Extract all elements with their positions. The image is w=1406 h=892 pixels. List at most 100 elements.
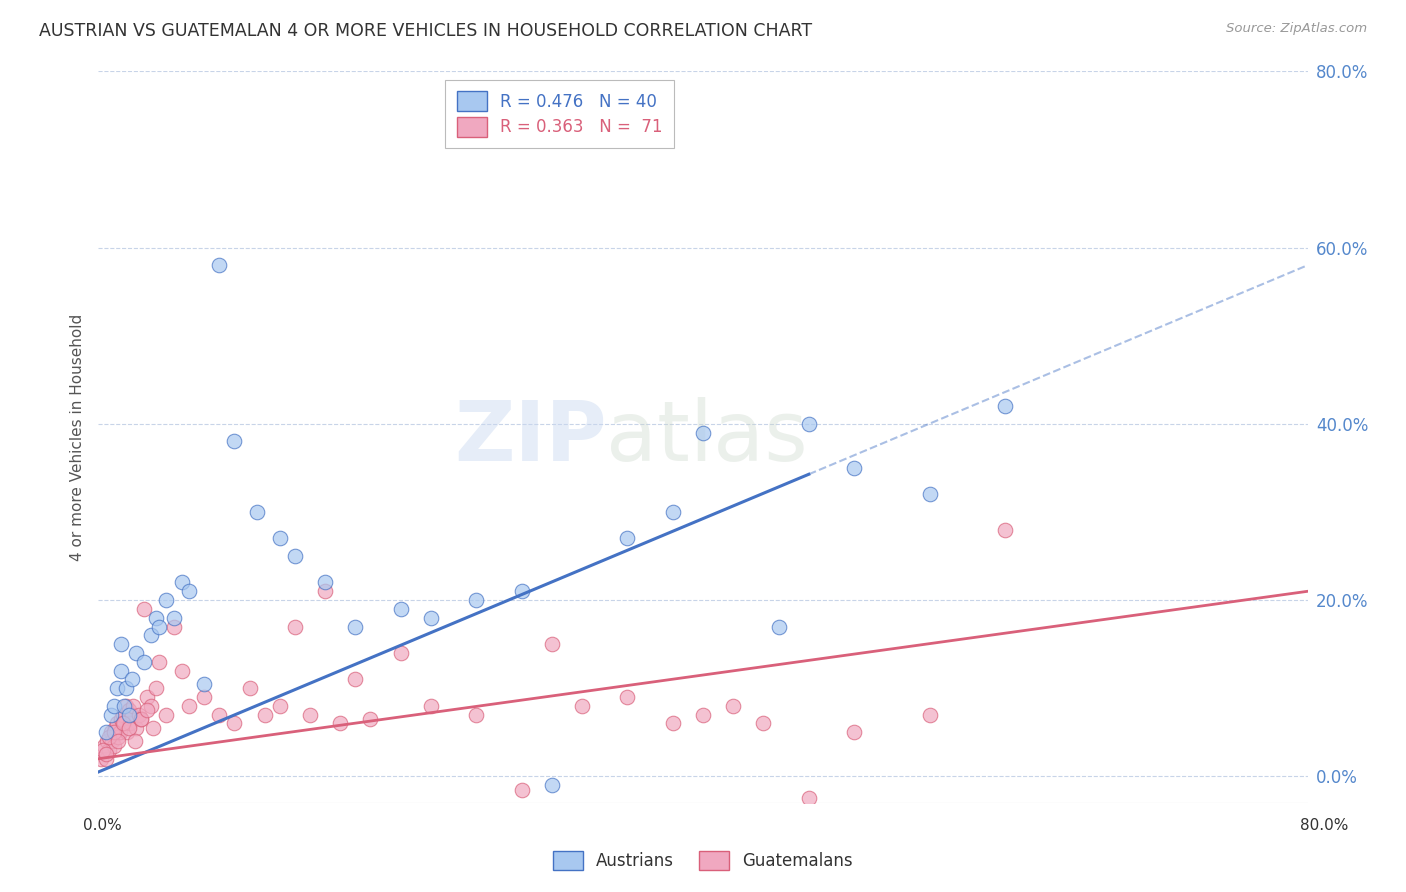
Point [125,646,148,660]
Point [224,434,246,449]
Point [105,681,128,696]
Point [224,716,246,731]
Point [93,739,115,753]
Point [844,725,866,739]
Point [163,619,186,633]
Point [114,698,136,713]
Point [170,664,193,678]
Point [155,707,177,722]
Text: Source: ZipAtlas.com: Source: ZipAtlas.com [1226,22,1367,36]
Point [269,698,291,713]
Point [132,655,155,669]
Point [118,721,141,735]
Point [129,712,152,726]
Point [90,752,112,766]
Point [148,619,170,633]
Point [284,619,307,633]
Point [145,611,167,625]
Point [129,712,152,726]
Point [115,725,138,739]
Point [145,681,167,696]
Point [571,698,593,713]
Text: atlas: atlas [606,397,808,477]
Point [329,716,352,731]
Point [94,725,117,739]
Point [98,743,121,757]
Point [101,734,124,748]
Point [239,681,262,696]
Point [91,743,114,757]
Text: 0.0%: 0.0% [83,818,122,832]
Point [918,487,941,501]
Point [112,698,135,713]
Point [692,707,714,722]
Point [314,584,336,599]
Point [98,730,121,744]
Point [141,628,163,642]
Point [344,619,367,633]
Point [208,258,231,272]
Point [994,523,1017,537]
Point [118,703,141,717]
Point [797,417,820,431]
Point [103,698,125,713]
Point [110,712,132,726]
Point [208,707,231,722]
Point [107,734,129,748]
Point [918,707,941,722]
Point [253,707,276,722]
Point [128,707,150,722]
Y-axis label: 4 or more Vehicles in Household: 4 or more Vehicles in Household [69,313,84,561]
Point [193,690,215,704]
Point [103,739,125,753]
Point [155,593,177,607]
Point [314,575,336,590]
Point [752,716,775,731]
Point [616,532,638,546]
Point [96,734,118,748]
Point [661,716,683,731]
Point [107,730,129,744]
Point [110,637,132,651]
Point [540,637,562,651]
Point [108,725,131,739]
Point [124,734,146,748]
Text: ZIP: ZIP [454,397,606,477]
Point [344,673,367,687]
Point [193,677,215,691]
Point [420,611,443,625]
Point [105,716,128,731]
Point [100,725,122,739]
Point [94,747,117,762]
Point [94,752,117,766]
Point [148,655,170,669]
Point [510,584,533,599]
Point [104,721,127,735]
Point [114,681,136,696]
Point [135,690,157,704]
Point [179,698,201,713]
Point [125,721,148,735]
Point [135,703,157,717]
Point [246,505,269,519]
Point [269,532,291,546]
Point [299,707,322,722]
Point [360,712,382,726]
Point [768,619,790,633]
Point [510,782,533,797]
Point [797,791,820,805]
Point [723,698,745,713]
Point [844,461,866,475]
Point [121,707,143,722]
Point [994,399,1017,413]
Point [284,549,307,563]
Point [111,707,134,722]
Point [540,778,562,792]
Point [100,707,122,722]
Point [692,425,714,440]
Point [389,602,412,616]
Text: 80.0%: 80.0% [1301,818,1348,832]
Point [389,646,412,660]
Point [141,698,163,713]
Point [132,602,155,616]
